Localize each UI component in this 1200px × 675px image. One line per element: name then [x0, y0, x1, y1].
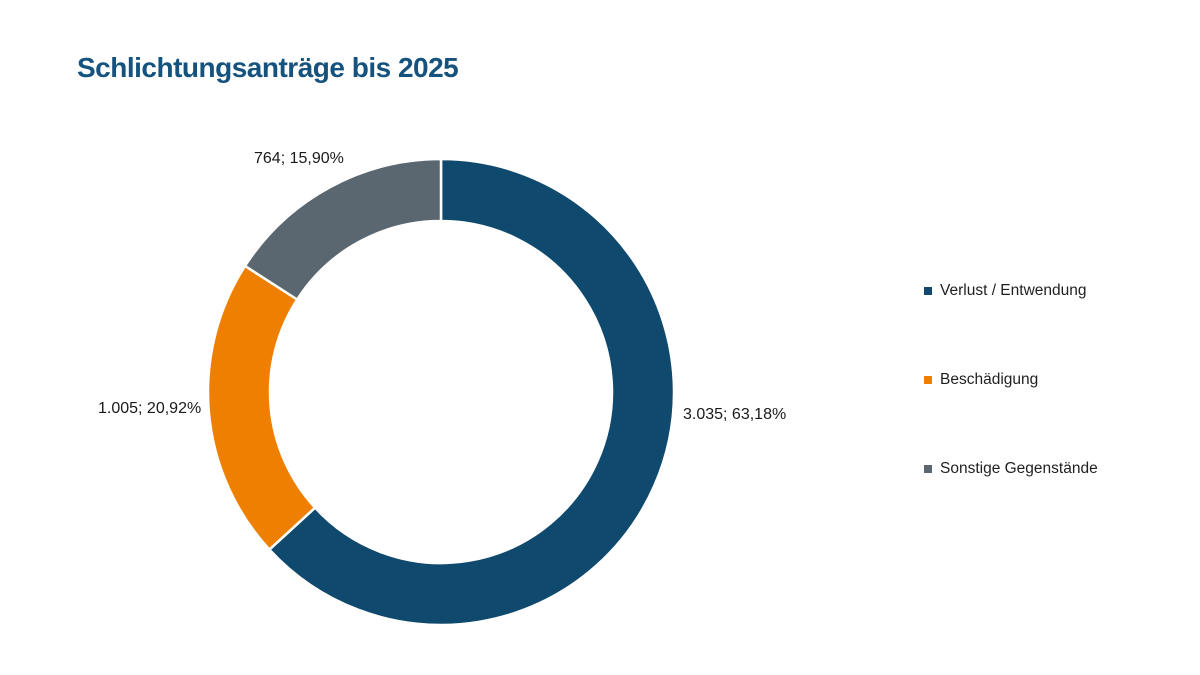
data-label-verlust-entwendung: 3.035; 63,18%: [683, 406, 787, 423]
data-label-beschaedigung: 1.005; 20,92%: [98, 400, 202, 417]
legend-item-sonstige-gegenstaende: Sonstige Gegenstände: [924, 458, 1098, 480]
legend-marker-sonstige-gegenstaende-icon: [924, 465, 932, 473]
legend-item-verlust-entwendung: Verlust / Entwendung: [924, 280, 1087, 302]
legend-item-beschaedigung: Beschädigung: [924, 369, 1038, 391]
donut-slice-beschaedigung: [206, 264, 317, 551]
donut-slice-verlust-entwendung: [268, 157, 676, 627]
chart-title: Schlichtungsanträge bis 2025: [77, 52, 459, 83]
donut-slice-sonstige-gegenstaende: [243, 157, 443, 301]
legend-marker-verlust-entwendung-icon: [924, 287, 932, 295]
donut-chart: [206, 157, 676, 627]
legend-label-beschaedigung: Beschädigung: [940, 371, 1039, 388]
data-label-sonstige-gegenstaende: 764; 15,90%: [254, 150, 344, 167]
legend-marker-beschaedigung-icon: [924, 376, 932, 384]
legend-label-verlust-entwendung: Verlust / Entwendung: [940, 282, 1087, 299]
legend-label-sonstige-gegenstaende: Sonstige Gegenstände: [940, 460, 1098, 477]
